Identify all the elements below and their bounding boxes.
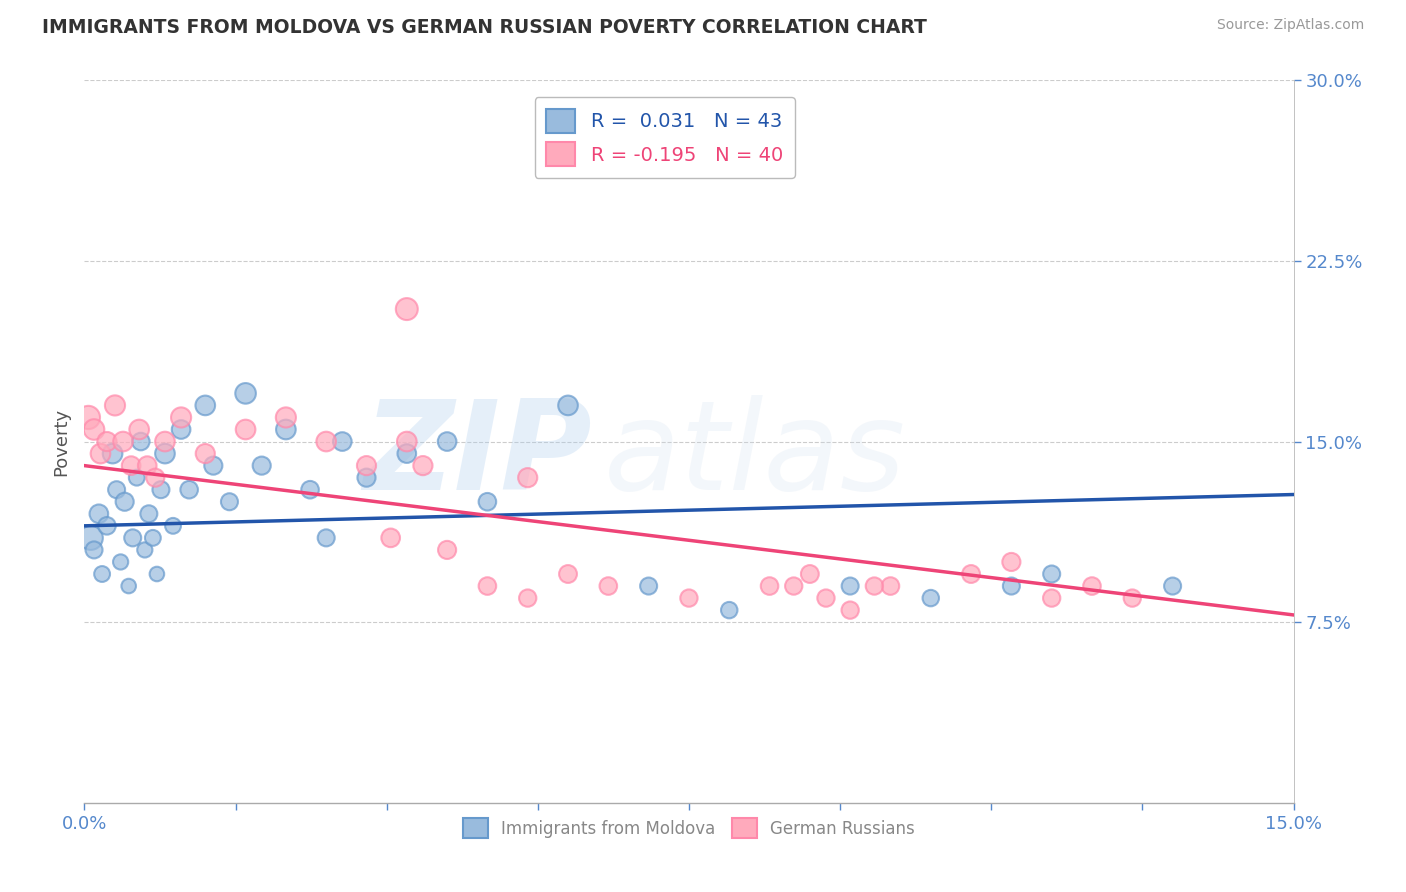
Point [330, 434, 353, 449]
Point [395, 434, 418, 449]
Point [395, 446, 418, 460]
Point [91, 567, 114, 582]
Text: ZIP: ZIP [364, 395, 592, 516]
Point [170, 410, 193, 425]
Point [110, 555, 132, 569]
Point [250, 458, 273, 473]
Point [105, 483, 128, 497]
Point [170, 423, 193, 437]
Point [1040, 567, 1063, 582]
Point [118, 579, 141, 593]
Point [315, 434, 337, 449]
Point [1081, 579, 1104, 593]
Point [194, 398, 217, 412]
Point [412, 458, 434, 473]
Point [162, 519, 184, 533]
Point [218, 494, 240, 508]
Point [194, 446, 217, 460]
Point [149, 483, 172, 497]
Point [477, 579, 499, 593]
Point [356, 458, 378, 473]
Point [274, 423, 297, 437]
Point [138, 507, 160, 521]
Point [315, 531, 337, 545]
Point [235, 386, 257, 401]
Point [783, 579, 806, 593]
Text: atlas: atlas [605, 395, 907, 516]
Point [598, 579, 620, 593]
Point [114, 494, 136, 508]
Point [718, 603, 741, 617]
Point [146, 567, 169, 582]
Point [96, 434, 118, 449]
Point [678, 591, 700, 606]
Point [129, 434, 152, 449]
Point [101, 446, 124, 460]
Point [960, 567, 983, 582]
Point [879, 579, 901, 593]
Point [142, 531, 165, 545]
Point [1000, 579, 1022, 593]
Point [436, 434, 458, 449]
Point [516, 591, 538, 606]
Text: Source: ZipAtlas.com: Source: ZipAtlas.com [1216, 18, 1364, 32]
Point [83, 542, 105, 557]
Point [557, 567, 579, 582]
Point [128, 423, 150, 437]
Y-axis label: Poverty: Poverty [52, 408, 70, 475]
Point [104, 398, 127, 412]
Point [112, 434, 135, 449]
Point [83, 423, 105, 437]
Point [153, 434, 176, 449]
Point [143, 471, 166, 485]
Point [87, 507, 110, 521]
Point [814, 591, 837, 606]
Legend: Immigrants from Moldova, German Russians: Immigrants from Moldova, German Russians [456, 812, 922, 845]
Point [920, 591, 942, 606]
Point [96, 519, 118, 533]
Point [136, 458, 159, 473]
Point [235, 423, 257, 437]
Point [799, 567, 821, 582]
Text: IMMIGRANTS FROM MOLDOVA VS GERMAN RUSSIAN POVERTY CORRELATION CHART: IMMIGRANTS FROM MOLDOVA VS GERMAN RUSSIA… [42, 18, 927, 37]
Point [395, 301, 418, 317]
Point [1121, 591, 1143, 606]
Point [89, 446, 111, 460]
Point [839, 603, 862, 617]
Point [153, 446, 176, 460]
Point [202, 458, 225, 473]
Point [274, 410, 297, 425]
Point [516, 471, 538, 485]
Point [477, 494, 499, 508]
Point [863, 579, 886, 593]
Point [637, 579, 659, 593]
Point [758, 579, 780, 593]
Point [1040, 591, 1063, 606]
Point [1161, 579, 1184, 593]
Point [299, 483, 322, 497]
Point [121, 531, 143, 545]
Point [80, 531, 103, 545]
Point [380, 531, 402, 545]
Point [356, 471, 378, 485]
Point [839, 579, 862, 593]
Point [125, 471, 148, 485]
Point [77, 410, 100, 425]
Point [557, 398, 579, 412]
Point [1000, 555, 1022, 569]
Point [179, 483, 201, 497]
Point [134, 542, 156, 557]
Point [436, 542, 458, 557]
Point [120, 458, 142, 473]
